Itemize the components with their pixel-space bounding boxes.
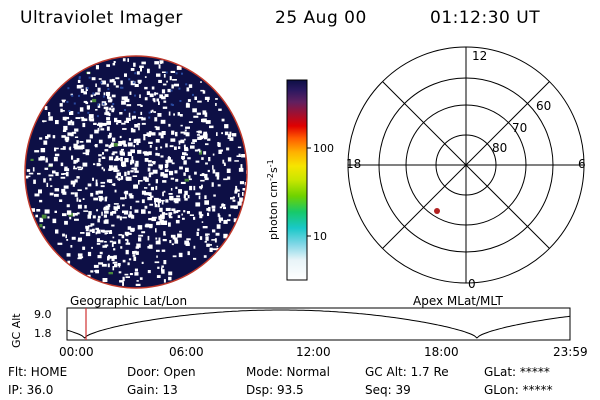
status-seq: Seq: 39 — [365, 383, 411, 397]
status-gc-alt: GC Alt: 1.7 Re — [365, 365, 449, 379]
status-gain: Gain: 13 — [127, 383, 178, 397]
instrument-title: Ultraviolet Imager — [20, 8, 183, 28]
time-label: 01:12:30 UT — [430, 8, 541, 28]
status-dsp: Dsp: 93.5 — [246, 383, 304, 397]
tick-0600: 06:00 — [169, 345, 204, 359]
apex-caption: Apex MLat/MLT — [413, 294, 503, 308]
mlat-label-60: 60 — [536, 99, 551, 113]
status-mode: Mode: Normal — [246, 365, 330, 379]
tick-1800: 18:00 — [424, 345, 459, 359]
status-door: Door: Open — [127, 365, 196, 379]
status-glat: GLat: ***** — [484, 365, 550, 379]
diagonal-2 — [382, 81, 550, 249]
mlt-label-6: 6 — [578, 157, 586, 171]
colorbar-tick-100: 100 — [313, 142, 334, 155]
altitude-curve — [66, 309, 571, 339]
mlt-label-18: 18 — [346, 157, 361, 171]
tick-1200: 12:00 — [296, 345, 331, 359]
disk-outline — [24, 55, 248, 289]
geographic-caption: Geographic Lat/Lon — [70, 294, 188, 308]
status-glon: GLon: ***** — [484, 383, 553, 397]
status-flt: Flt: HOME — [8, 365, 68, 379]
colorbar-label: photon cm-2s-1 — [266, 159, 280, 240]
status-ip: IP: 36.0 — [8, 383, 54, 397]
mlat-label-80: 80 — [492, 141, 507, 155]
spacecraft-marker — [434, 208, 440, 214]
timeline-ylabel: GC Alt — [10, 313, 23, 348]
date-label: 25 Aug 00 — [275, 8, 367, 28]
timeline-ymin: 1.8 — [34, 327, 52, 340]
mlt-label-0: 0 — [468, 277, 476, 291]
aurora-speckle-pattern — [25, 58, 247, 286]
timeline-ymax: 9.0 — [34, 308, 52, 321]
tick-0000: 00:00 — [59, 345, 94, 359]
mlt-label-12: 12 — [472, 49, 487, 63]
tick-2359: 23:59 — [553, 345, 588, 359]
mlat-label-70: 70 — [512, 121, 527, 135]
colorbar-tick-10: 10 — [313, 230, 327, 243]
